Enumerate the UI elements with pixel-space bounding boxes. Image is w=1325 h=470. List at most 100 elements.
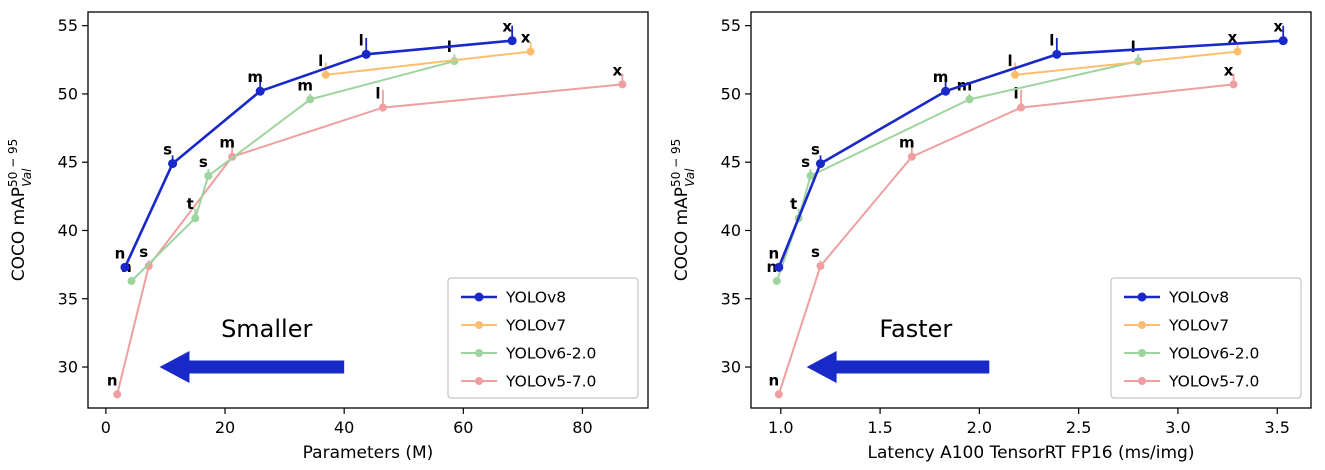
point-label: t: [187, 195, 194, 213]
plot-frame: [87, 11, 649, 409]
data-point: [965, 95, 974, 104]
point-label: l: [1049, 31, 1054, 49]
legend-box: [1110, 277, 1302, 399]
x-tick-label: 0: [101, 418, 111, 437]
chart-svg: 0 20 40 60 80 Parameters (M) 30 35 40 45 50 55 COCO …: [6, 11, 649, 463]
series-line: [325, 50, 531, 76]
x-tick-label: 80: [572, 418, 592, 437]
point-label: l: [359, 31, 364, 49]
x-tick-label: 20: [215, 418, 235, 437]
legend-label: YOLOv8: [1168, 289, 1229, 307]
legend-label: YOLOv6-2.0: [1168, 345, 1259, 363]
legend-label: YOLOv6-2.0: [505, 345, 596, 363]
legend-label: YOLOv5-7.0: [505, 373, 596, 391]
annotation-arrow: [806, 351, 990, 384]
point-label: x: [1224, 61, 1234, 79]
data-point: [816, 261, 825, 270]
point-label: x: [1228, 29, 1238, 47]
y-tick-label: 45: [721, 153, 741, 172]
y-axis-label: COCO mAP50 − 95Val: [669, 139, 697, 282]
params-map-chart: 0 20 40 60 80 Parameters (M) 30 35 40 45 50 55 COCO …: [0, 0, 662, 470]
data-point: [204, 171, 213, 180]
legend: YOLOv8 YOLOv7 YOLOv6-2.0 YOLOv5-7.0: [447, 277, 639, 399]
data-point: [378, 103, 387, 112]
annotation-text: Faster: [879, 315, 952, 343]
point-label: l: [1008, 52, 1013, 70]
series-YOLOv7: lx: [318, 29, 535, 79]
point-label: s: [801, 153, 810, 171]
legend-box: [447, 277, 639, 399]
data-point: [113, 390, 122, 399]
x-tick-label: 2.0: [967, 418, 992, 437]
data-point: [168, 159, 178, 169]
data-point: [127, 277, 136, 286]
point-label: n: [768, 371, 779, 389]
data-point: [618, 80, 627, 89]
series-line: [123, 39, 513, 268]
point-label: l: [375, 85, 380, 103]
point-label: m: [297, 76, 313, 94]
x-axis: 1.0 1.5 2.0 2.5 3.0 3.5 Latency A100 TensorRT …: [768, 408, 1290, 463]
point-label: m: [219, 134, 235, 152]
data-point: [816, 159, 826, 169]
annotation-arrow: [159, 351, 345, 384]
data-point: [191, 214, 200, 223]
point-label: s: [811, 141, 820, 159]
y-tick-label: 45: [58, 153, 78, 172]
point-label: m: [247, 68, 263, 86]
data-point: [1017, 103, 1026, 112]
data-point: [772, 277, 781, 286]
series-YOLOv5-7.0: n s m l x: [768, 61, 1238, 399]
x-axis-label: Parameters (M): [303, 443, 434, 463]
x-tick-label: 3.0: [1165, 418, 1190, 437]
data-point: [361, 49, 371, 59]
data-point: [774, 390, 783, 399]
data-point: [806, 171, 815, 180]
legend-label: YOLOv7: [1168, 317, 1229, 335]
data-point: [526, 47, 535, 56]
y-tick-label: 35: [721, 289, 741, 308]
y-tick-label: 35: [58, 289, 78, 308]
data-point: [774, 262, 784, 272]
series-YOLOv7: lx: [1008, 29, 1242, 79]
legend: YOLOv8 YOLOv7 YOLOv6-2.0 YOLOv5-7.0: [1110, 277, 1302, 399]
point-label: s: [199, 153, 208, 171]
x-axis: 0 20 40 60 80 Parameters (M): [101, 408, 593, 463]
x-axis-label: Latency A100 TensorRT FP16 (ms/img): [868, 443, 1195, 463]
chart-svg: 1.0 1.5 2.0 2.5 3.0 3.5 Latency A100 TensorRT …: [669, 11, 1312, 463]
series-line: [130, 60, 455, 282]
point-label: n: [115, 244, 126, 262]
y-tick-label: 40: [58, 221, 78, 240]
legend-label: YOLOv8: [505, 289, 566, 307]
annotation: Smaller: [159, 315, 345, 384]
point-label: x: [613, 61, 623, 79]
x-tick-label: 1.0: [768, 418, 793, 437]
data-point: [321, 70, 330, 79]
legend-label: YOLOv7: [505, 317, 566, 335]
data-point: [306, 95, 315, 104]
y-tick-label: 55: [721, 16, 741, 35]
y-axis-label: COCO mAP50 − 95Val: [6, 139, 34, 282]
data-point: [1233, 47, 1242, 56]
data-point: [1229, 80, 1238, 89]
x-tick-label: 3.5: [1265, 418, 1290, 437]
latency-map-chart: 1.0 1.5 2.0 2.5 3.0 3.5 Latency A100 TensorRT …: [663, 0, 1325, 470]
point-label: x: [1273, 18, 1283, 36]
y-axis: 30 35 40 45 50 55 COCO mAP50 − 95Val: [669, 16, 751, 377]
y-tick-label: 30: [721, 358, 741, 377]
data-point: [941, 86, 951, 96]
data-point: [507, 36, 517, 46]
point-label: t: [790, 195, 797, 213]
data-point: [144, 261, 153, 270]
point-label: n: [766, 258, 777, 276]
x-tick-label: 1.5: [867, 418, 892, 437]
annotation: Faster: [806, 315, 990, 384]
point-label: n: [768, 244, 779, 262]
data-point: [1278, 36, 1288, 46]
data-point: [907, 152, 916, 161]
y-axis: 30 35 40 45 50 55 COCO mAP50 − 95Val: [6, 16, 88, 377]
annotation-text: Smaller: [221, 315, 312, 343]
